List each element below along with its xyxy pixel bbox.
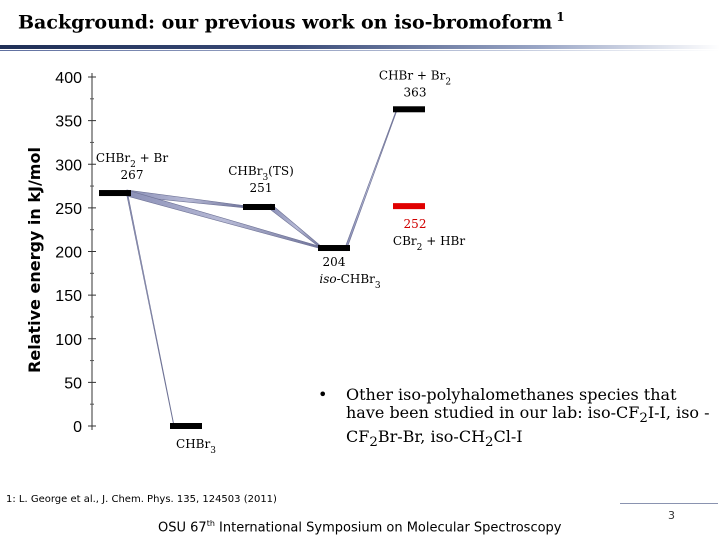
y-tick-label: 400 [55, 70, 82, 87]
energy-level-iso [318, 245, 350, 252]
level-label-iso: iso-CHBr3 [319, 272, 381, 291]
title-reference: 1 [556, 10, 565, 24]
y-tick-label: 50 [64, 375, 82, 392]
connector-chbr2_br-iso [126, 189, 323, 250]
bullet-text: Other iso-polyhalomethanes species that … [346, 385, 710, 451]
level-label-cbr2_hbr: CBr2 + HBr [393, 234, 465, 253]
conference-footer: OSU 67th International Symposium on Mole… [158, 519, 562, 536]
connector-chbr2_br-chbr3 [126, 189, 175, 428]
page-number-rule [620, 503, 718, 504]
level-label-chbr3: CHBr3 [176, 437, 216, 456]
energy-level-ts [243, 204, 275, 211]
y-tick-label: 0 [73, 419, 82, 436]
energy-level-chbr_br2 [393, 106, 425, 113]
connector-iso-chbr_br2 [345, 108, 398, 252]
level-value-iso: 204 [323, 255, 346, 269]
reference-footnote: 1: L. George et al., J. Chem. Phys. 135,… [6, 494, 277, 505]
y-tick-label: 250 [55, 201, 82, 218]
slide-title: Background: our previous work on iso-bro… [18, 10, 565, 33]
slide-title-text: Background: our previous work on iso-bro… [18, 11, 553, 34]
y-tick-label: 150 [55, 288, 82, 305]
page-number: 3 [668, 509, 675, 522]
level-label-chbr_br2: CHBr + Br2 [379, 68, 451, 87]
y-tick-label: 200 [55, 245, 82, 262]
level-value-chbr2_br: 267 [121, 168, 144, 182]
bullet-marker: • [318, 385, 328, 404]
level-value-cbr2_hbr: 252 [404, 217, 427, 231]
y-axis-label: Relative energy in kJ/mol [25, 147, 44, 373]
y-tick-label: 350 [55, 114, 82, 131]
level-label-chbr2_br: CHBr2 + Br [96, 151, 168, 170]
energy-level-chbr2_br [99, 190, 131, 197]
title-underline [0, 45, 720, 49]
level-value-chbr_br2: 363 [404, 85, 427, 99]
y-tick-label: 100 [55, 332, 82, 349]
energy-level-cbr2_hbr [393, 203, 425, 210]
energy-level-chbr3 [170, 423, 202, 429]
title-underline-thin [0, 50, 720, 51]
level-value-ts: 251 [250, 181, 273, 195]
y-tick-label: 300 [55, 157, 82, 174]
level-label-ts: CHBr3(TS) [228, 164, 294, 183]
